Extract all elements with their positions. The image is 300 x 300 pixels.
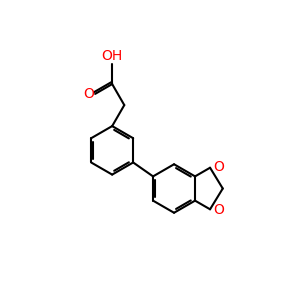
Text: O: O [83, 87, 94, 101]
Text: OH: OH [101, 49, 123, 63]
Text: O: O [214, 160, 224, 174]
Text: O: O [214, 203, 224, 218]
